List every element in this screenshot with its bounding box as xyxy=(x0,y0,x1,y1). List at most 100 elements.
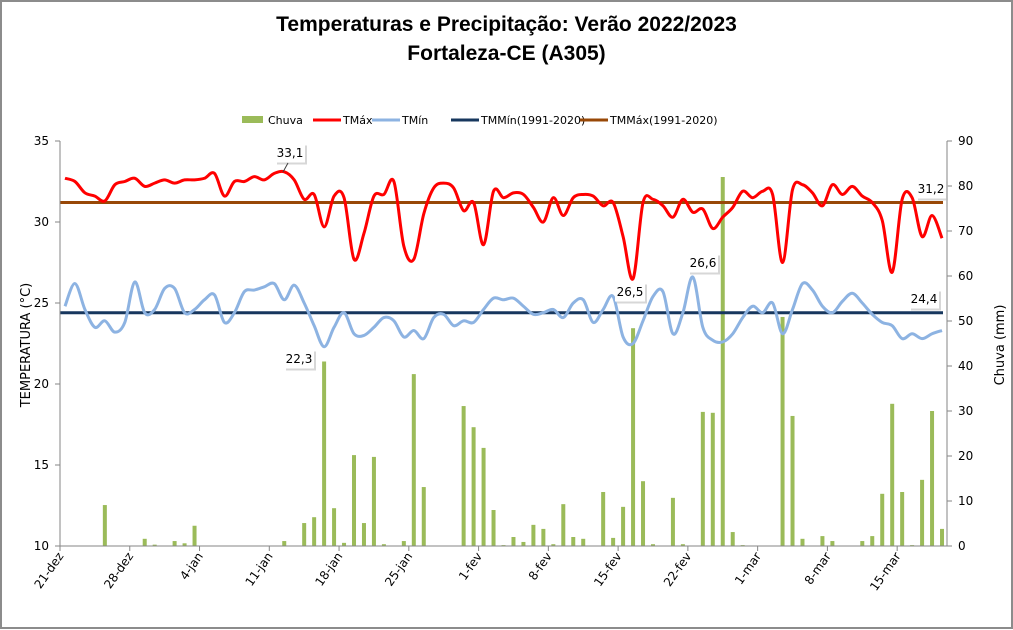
rain-bar xyxy=(551,544,556,546)
data-label-box xyxy=(275,143,305,163)
legend-label: TMáx xyxy=(342,114,373,127)
data-label-leader xyxy=(282,162,289,173)
rain-bar xyxy=(481,447,486,546)
rain-bar xyxy=(890,403,895,546)
rain-bar xyxy=(621,506,626,546)
rain-bar xyxy=(800,538,805,546)
x-tick-label: 15-fev xyxy=(591,550,624,589)
rain-bar xyxy=(102,505,107,546)
rain-bar xyxy=(322,361,327,546)
x-tick-label: 28-dez xyxy=(101,550,136,592)
legend-label: TMín xyxy=(401,114,428,127)
y-left-tick-label: 25 xyxy=(34,296,49,310)
rain-bar xyxy=(860,541,865,546)
data-label: 26,5 xyxy=(617,285,644,299)
rain-bar xyxy=(342,542,347,546)
rain-bar xyxy=(940,528,945,546)
rain-bar xyxy=(880,493,885,546)
rain-bar xyxy=(561,504,566,546)
rain-bar xyxy=(820,536,825,546)
rain-bar xyxy=(381,544,386,546)
data-label: 24,4 xyxy=(911,292,938,306)
y-right-tick-label: 50 xyxy=(958,314,973,328)
rain-bar xyxy=(192,525,197,546)
y-left-tick-label: 15 xyxy=(34,458,49,472)
temperature-lines xyxy=(63,169,944,349)
tmin-line xyxy=(63,275,943,349)
rain-bar xyxy=(152,544,157,546)
x-tick-label: 1-fev xyxy=(456,550,485,583)
rain-bar xyxy=(352,455,357,546)
rain-bar xyxy=(312,517,317,546)
y-axis-left-title: TEMPERATURA (°C) xyxy=(19,283,34,409)
rain-bar xyxy=(720,177,725,546)
rain-bar xyxy=(461,406,466,546)
rain-bar xyxy=(830,541,835,546)
x-tick-label: 4-jan xyxy=(177,550,206,583)
rain-bar xyxy=(511,537,516,546)
y-right-tick-label: 0 xyxy=(958,539,966,553)
rain-bar xyxy=(401,541,406,546)
rain-bar xyxy=(920,479,925,546)
x-tick-label: 8-fev xyxy=(526,550,555,583)
y-right-tick-label: 60 xyxy=(958,269,973,283)
chart-title-line2: Fortaleza-CE (A305) xyxy=(407,42,606,65)
rain-bar xyxy=(601,492,606,546)
chart-title: Temperaturas e Precipitação: Verão 2022/… xyxy=(0,10,1013,68)
rain-bar xyxy=(361,523,366,546)
rain-bar xyxy=(870,536,875,546)
rain-bar xyxy=(650,544,655,546)
rain-bar xyxy=(182,543,187,546)
rain-bar xyxy=(710,412,715,546)
y-right-tick-label: 80 xyxy=(958,179,973,193)
data-labels: 33,1 22,3 26,5 26,6 31,2 24,4 xyxy=(275,143,948,371)
legend-label: Chuva xyxy=(268,114,303,127)
rain-bar xyxy=(491,510,496,546)
rain-bar xyxy=(282,541,287,546)
data-label-box xyxy=(615,282,645,302)
rain-bar xyxy=(631,328,636,546)
data-label-box xyxy=(688,253,718,273)
legend: Chuva TMáx TMín TMMín(1991-2020) TMMáx(1991-… xyxy=(242,114,718,127)
data-label: 33,1 xyxy=(277,146,304,160)
y-left-tick-label: 30 xyxy=(34,215,49,229)
y-axis-right-title: Chuva (mm) xyxy=(993,305,1008,386)
rain-bar xyxy=(571,537,576,546)
rain-bar xyxy=(421,487,426,546)
y-right-tick-label: 40 xyxy=(958,359,973,373)
rain-bar xyxy=(900,492,905,546)
legend-label: TMMáx(1991-2020) xyxy=(609,114,718,127)
rain-bar xyxy=(581,538,586,546)
y-left-tick-label: 35 xyxy=(34,134,49,148)
y-left-tick-label: 10 xyxy=(34,539,49,553)
data-label-box xyxy=(916,179,946,199)
rain-bar xyxy=(302,523,307,546)
x-tick-label: 18-jan xyxy=(312,550,345,589)
y-right-tick-label: 10 xyxy=(958,494,973,508)
tmax-line xyxy=(64,169,944,281)
x-tick-label: 15-mar xyxy=(867,550,904,594)
chart-title-line1: Temperaturas e Precipitação: Verão 2022/… xyxy=(276,13,737,36)
data-label: 22,3 xyxy=(286,352,313,366)
x-tick-label: 21-dez xyxy=(32,550,67,592)
rain-bar xyxy=(670,497,675,546)
legend-label: TMMín(1991-2020) xyxy=(480,114,585,127)
reference-lines xyxy=(60,201,943,315)
x-tick-label: 11-jan xyxy=(243,550,276,589)
y-right-tick-label: 30 xyxy=(958,404,973,418)
y-right-tick-label: 90 xyxy=(958,134,973,148)
y-right-tick-label: 70 xyxy=(958,224,973,238)
data-label: 31,2 xyxy=(918,182,945,196)
data-label-box xyxy=(284,349,314,369)
x-tick-label: 22-fev xyxy=(661,550,694,589)
data-label-box xyxy=(909,289,939,309)
rain-bar xyxy=(700,411,705,546)
rain-bar xyxy=(332,508,337,546)
rain-bar xyxy=(142,538,147,546)
rain-bar xyxy=(172,541,177,546)
rain-bar xyxy=(521,541,526,546)
data-label: 26,6 xyxy=(690,256,717,270)
x-tick-label: 25-jan xyxy=(382,550,415,589)
